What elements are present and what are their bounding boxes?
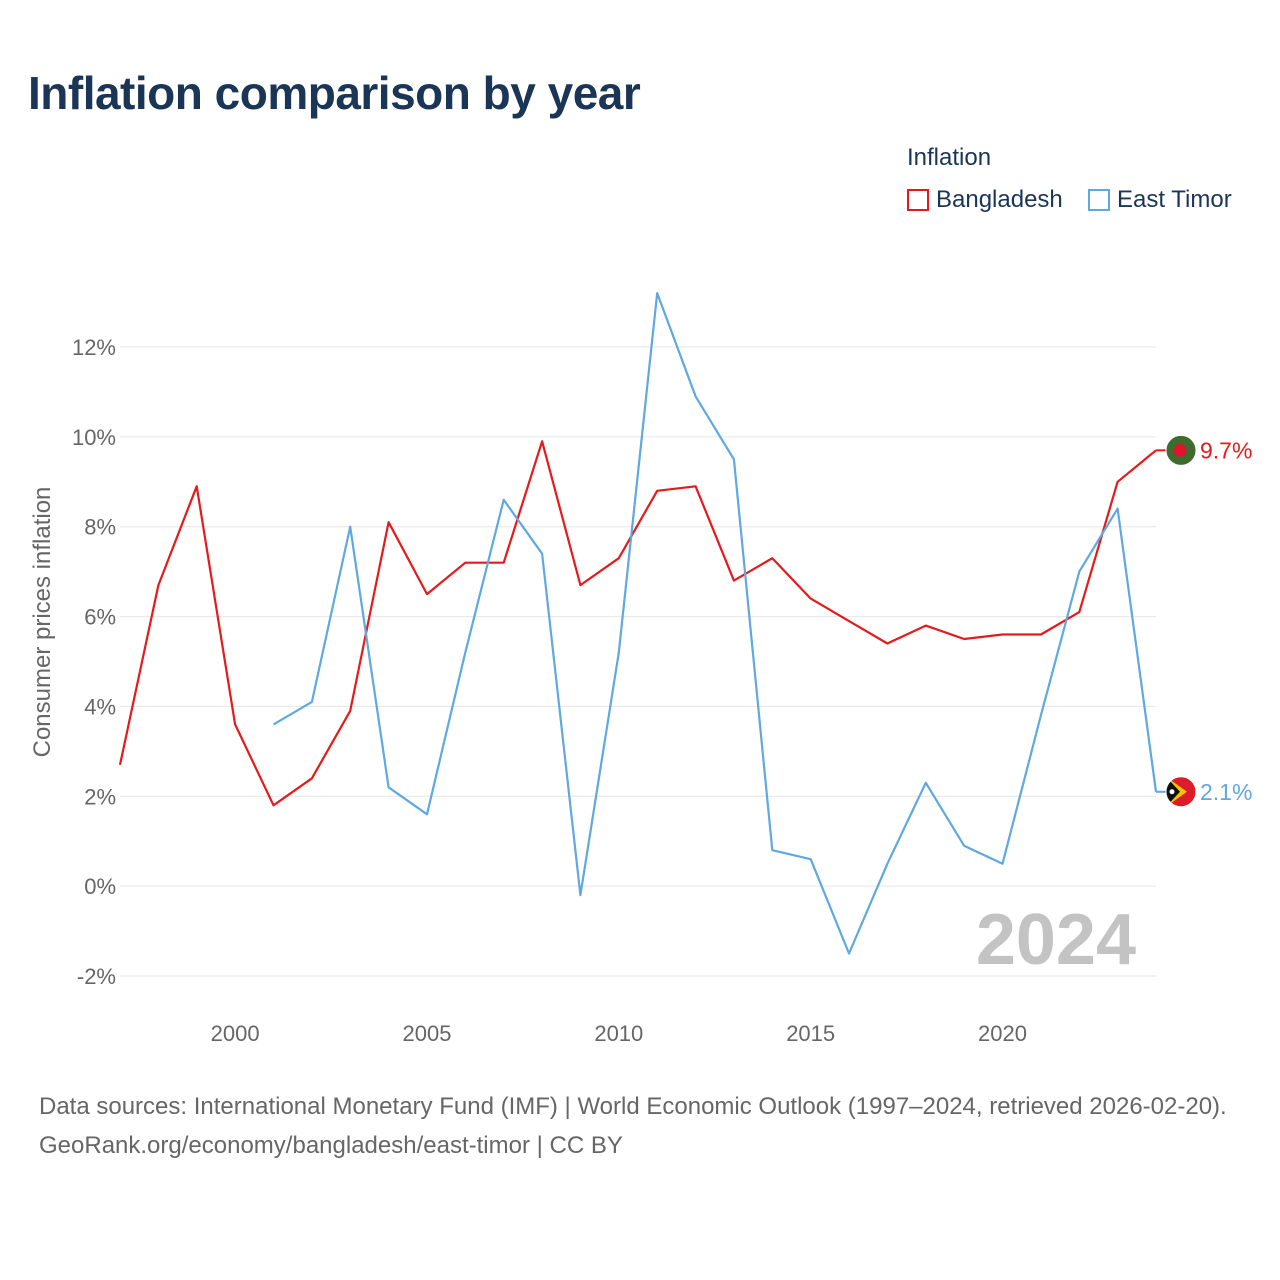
- data-point-east-timor[interactable]: [424, 811, 430, 817]
- data-point-bangladesh[interactable]: [923, 623, 929, 629]
- legend-item-bangladesh[interactable]: Bangladesh: [907, 186, 1063, 214]
- data-point-east-timor[interactable]: [884, 861, 890, 867]
- data-point-east-timor[interactable]: [462, 650, 468, 656]
- y-tick-label: 0%: [84, 874, 116, 899]
- legend-item-east-timor[interactable]: East Timor: [1088, 186, 1232, 214]
- data-point-east-timor[interactable]: [731, 456, 737, 462]
- data-point-east-timor[interactable]: [693, 393, 699, 399]
- data-point-bangladesh[interactable]: [309, 775, 315, 781]
- legend-swatch-east-timor: [1088, 189, 1110, 211]
- legend-label-bangladesh: Bangladesh: [936, 186, 1063, 213]
- data-point-bangladesh[interactable]: [462, 560, 468, 566]
- end-label-bangladesh: 9.7%: [1200, 437, 1252, 463]
- data-point-east-timor[interactable]: [1038, 712, 1044, 718]
- data-point-east-timor[interactable]: [309, 699, 315, 705]
- data-point-bangladesh[interactable]: [654, 488, 660, 494]
- data-point-east-timor[interactable]: [616, 650, 622, 656]
- data-point-bangladesh[interactable]: [1000, 632, 1006, 638]
- data-point-bangladesh[interactable]: [539, 438, 545, 444]
- data-point-bangladesh[interactable]: [731, 578, 737, 584]
- data-point-east-timor[interactable]: [577, 892, 583, 898]
- data-point-bangladesh[interactable]: [808, 596, 814, 602]
- data-point-east-timor[interactable]: [1000, 861, 1006, 867]
- data-point-bangladesh[interactable]: [117, 762, 123, 768]
- x-tick-label: 2000: [211, 1021, 260, 1046]
- data-point-east-timor[interactable]: [347, 524, 353, 530]
- legend-title: Inflation: [907, 144, 992, 171]
- legend-swatch-bangladesh: [907, 189, 929, 211]
- bangladesh-flag-icon: [1165, 434, 1197, 466]
- data-point-bangladesh[interactable]: [1076, 609, 1082, 615]
- data-point-east-timor[interactable]: [654, 290, 660, 296]
- data-point-bangladesh[interactable]: [155, 582, 161, 588]
- data-point-east-timor[interactable]: [1076, 569, 1082, 575]
- data-point-bangladesh[interactable]: [616, 555, 622, 561]
- footer: Data sources: International Monetary Fun…: [39, 1087, 1249, 1165]
- series-line-bangladesh[interactable]: [118, 440, 1157, 807]
- data-point-bangladesh[interactable]: [194, 483, 200, 489]
- data-point-east-timor[interactable]: [961, 843, 967, 849]
- x-tick-label: 2005: [402, 1021, 451, 1046]
- y-tick-label: 8%: [84, 515, 116, 540]
- series-line-east-timor[interactable]: [272, 292, 1158, 955]
- data-point-bangladesh[interactable]: [769, 555, 775, 561]
- data-point-bangladesh[interactable]: [1038, 632, 1044, 638]
- y-axis-title: Consumer prices inflation: [29, 487, 56, 758]
- x-tick-label: 2015: [786, 1021, 835, 1046]
- data-point-east-timor[interactable]: [808, 856, 814, 862]
- chart-title: Inflation comparison by year: [28, 67, 641, 119]
- credit-text: GeoRank.org/economy/bangladesh/east-timo…: [39, 1132, 623, 1159]
- data-point-east-timor[interactable]: [846, 951, 852, 957]
- data-point-east-timor[interactable]: [1115, 506, 1121, 512]
- y-tick-label: 10%: [72, 425, 116, 450]
- data-point-east-timor[interactable]: [769, 847, 775, 853]
- data-point-bangladesh[interactable]: [271, 802, 277, 808]
- data-point-bangladesh[interactable]: [884, 641, 890, 647]
- y-tick-label: 12%: [72, 335, 116, 360]
- legend-label-east-timor: East Timor: [1117, 186, 1232, 213]
- end-label-east-timor: 2.1%: [1200, 779, 1252, 805]
- data-point-bangladesh[interactable]: [386, 519, 392, 525]
- data-point-east-timor[interactable]: [271, 721, 277, 727]
- y-tick-label: 6%: [84, 605, 116, 630]
- x-tick-label: 2020: [978, 1021, 1027, 1046]
- data-point-bangladesh[interactable]: [693, 483, 699, 489]
- y-tick-label: -2%: [77, 964, 116, 989]
- x-tick-label: 2010: [594, 1021, 643, 1046]
- data-point-bangladesh[interactable]: [232, 721, 238, 727]
- y-tick-label: 4%: [84, 694, 116, 719]
- east-timor-flag-icon: [1165, 776, 1197, 808]
- data-point-east-timor[interactable]: [923, 780, 929, 786]
- data-point-bangladesh[interactable]: [501, 560, 507, 566]
- y-tick-label: 2%: [84, 784, 116, 809]
- current-year-watermark: 2024: [976, 900, 1136, 980]
- data-point-bangladesh[interactable]: [961, 636, 967, 642]
- data-point-bangladesh[interactable]: [1115, 479, 1121, 485]
- data-point-bangladesh[interactable]: [424, 591, 430, 597]
- data-point-bangladesh[interactable]: [577, 582, 583, 588]
- data-point-bangladesh[interactable]: [846, 618, 852, 624]
- data-point-east-timor[interactable]: [501, 497, 507, 503]
- data-point-east-timor[interactable]: [386, 784, 392, 790]
- data-sources-text: Data sources: International Monetary Fun…: [39, 1093, 1227, 1120]
- data-point-east-timor[interactable]: [539, 551, 545, 557]
- data-point-bangladesh[interactable]: [347, 708, 353, 714]
